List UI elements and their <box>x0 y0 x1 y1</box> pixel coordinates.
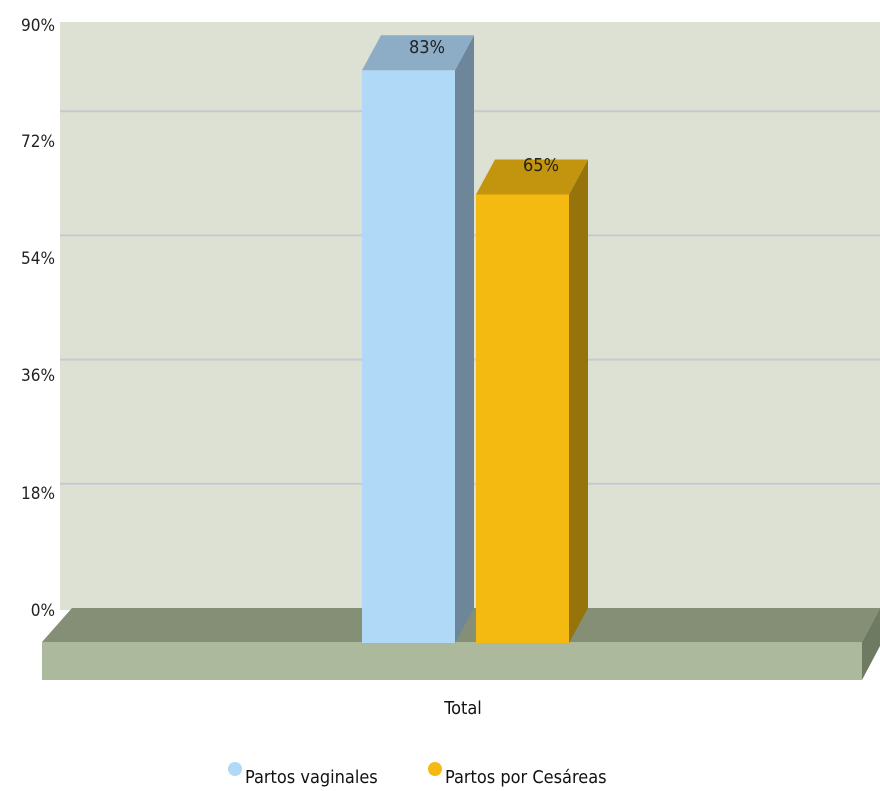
legend: Partos vaginales Partos por Cesáreas <box>228 762 607 788</box>
y-tick-label: 36% <box>21 366 55 386</box>
y-tick-label: 90% <box>21 16 55 36</box>
bar-front <box>476 194 569 643</box>
chart-floor <box>42 608 880 680</box>
legend-swatch <box>228 762 242 776</box>
legend-swatch <box>428 762 442 776</box>
bar-top <box>362 35 474 71</box>
bar-side <box>455 35 474 644</box>
y-tick-label: 72% <box>21 132 55 152</box>
floor-side <box>862 608 880 680</box>
floor-front <box>42 642 862 680</box>
bar-side <box>569 159 588 643</box>
x-category-label: Total <box>443 698 482 719</box>
legend-label: Partos por Cesáreas <box>445 767 607 788</box>
y-tick-label: 0% <box>31 601 55 621</box>
bar-front <box>362 70 455 644</box>
bar-top <box>476 159 588 195</box>
y-tick-label: 54% <box>21 249 55 269</box>
y-axis: 0% 18% 36% 54% 72% 90% <box>21 16 55 621</box>
data-label: 65% <box>523 155 559 176</box>
bar <box>476 159 588 643</box>
bars <box>362 35 588 644</box>
data-label: 83% <box>409 37 445 58</box>
data-labels: 83% 65% <box>409 37 559 176</box>
legend-label: Partos vaginales <box>245 767 378 788</box>
y-tick-label: 18% <box>21 484 55 504</box>
bar <box>362 35 474 644</box>
